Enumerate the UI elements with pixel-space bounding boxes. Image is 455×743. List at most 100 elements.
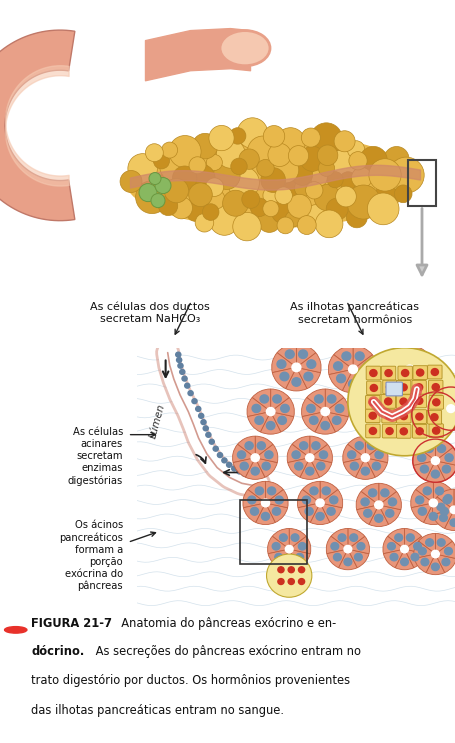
Circle shape [374, 514, 382, 522]
Circle shape [356, 542, 364, 550]
Wedge shape [432, 503, 455, 522]
FancyBboxPatch shape [411, 380, 425, 394]
Circle shape [369, 369, 376, 377]
Wedge shape [424, 415, 445, 437]
Wedge shape [298, 503, 319, 522]
Circle shape [255, 487, 263, 495]
Circle shape [244, 442, 253, 450]
Circle shape [354, 442, 363, 450]
Circle shape [274, 496, 283, 504]
FancyBboxPatch shape [428, 395, 443, 409]
Circle shape [333, 554, 340, 561]
Circle shape [388, 157, 423, 193]
Circle shape [186, 201, 205, 221]
Circle shape [384, 398, 391, 405]
Wedge shape [232, 444, 255, 463]
Circle shape [370, 398, 379, 406]
Circle shape [365, 419, 374, 427]
Circle shape [377, 410, 385, 418]
Wedge shape [355, 491, 378, 510]
FancyBboxPatch shape [427, 365, 441, 379]
Wedge shape [296, 367, 320, 389]
Circle shape [240, 462, 248, 470]
Circle shape [351, 167, 371, 188]
Wedge shape [270, 412, 293, 432]
Circle shape [401, 369, 408, 377]
Wedge shape [343, 458, 364, 477]
Circle shape [303, 372, 312, 380]
Circle shape [262, 462, 270, 470]
Wedge shape [288, 549, 309, 568]
Wedge shape [435, 554, 455, 573]
Circle shape [222, 190, 248, 216]
Circle shape [411, 352, 420, 360]
Text: Anatomia do pâncreas exócrino e en-: Anatomia do pâncreas exócrino e en- [114, 617, 335, 630]
Circle shape [436, 503, 444, 510]
Circle shape [279, 372, 288, 380]
Wedge shape [287, 458, 309, 477]
Wedge shape [411, 415, 435, 435]
Circle shape [444, 548, 451, 555]
Wedge shape [309, 436, 327, 458]
Circle shape [311, 442, 319, 450]
Circle shape [285, 558, 293, 565]
Circle shape [238, 149, 259, 169]
Text: As ilhotas pancreáticas
secretam hormônios: As ilhotas pancreáticas secretam hormôni… [290, 302, 419, 325]
Circle shape [187, 164, 215, 192]
Wedge shape [440, 409, 455, 430]
Wedge shape [394, 549, 413, 570]
Circle shape [212, 163, 240, 189]
Wedge shape [381, 392, 399, 415]
Wedge shape [435, 439, 452, 461]
Circle shape [334, 131, 354, 152]
Circle shape [415, 428, 422, 435]
Text: das ilhotas pancreáticas entram no sangue.: das ilhotas pancreáticas entram no sangu… [31, 704, 284, 717]
Circle shape [250, 507, 258, 515]
Wedge shape [409, 354, 434, 374]
Circle shape [227, 166, 259, 198]
Circle shape [338, 534, 345, 542]
Circle shape [360, 498, 369, 506]
Wedge shape [435, 541, 455, 559]
FancyBboxPatch shape [365, 409, 379, 423]
Circle shape [399, 384, 406, 391]
Circle shape [430, 414, 437, 421]
Wedge shape [314, 412, 335, 434]
Wedge shape [309, 444, 332, 463]
Circle shape [369, 412, 375, 419]
Wedge shape [364, 444, 387, 463]
Circle shape [399, 412, 406, 420]
Wedge shape [292, 436, 309, 458]
Wedge shape [324, 412, 348, 432]
Wedge shape [412, 461, 435, 480]
Wedge shape [247, 481, 265, 503]
Wedge shape [302, 481, 319, 503]
Circle shape [192, 134, 217, 159]
Wedge shape [435, 400, 455, 420]
Circle shape [248, 473, 253, 478]
FancyBboxPatch shape [428, 424, 442, 438]
FancyBboxPatch shape [385, 382, 402, 396]
Circle shape [368, 489, 376, 497]
Wedge shape [306, 389, 324, 412]
Text: trato digestório por ductos. Os hormônios provenientes: trato digestório por ductos. Os hormônio… [31, 674, 350, 687]
Circle shape [441, 465, 450, 473]
Circle shape [369, 385, 377, 392]
Wedge shape [237, 436, 255, 458]
Circle shape [430, 470, 439, 478]
Circle shape [368, 159, 400, 191]
Circle shape [392, 374, 401, 383]
Circle shape [177, 363, 182, 369]
Circle shape [375, 182, 397, 204]
Circle shape [188, 183, 212, 207]
Circle shape [310, 123, 342, 155]
Circle shape [415, 384, 422, 391]
Wedge shape [270, 398, 293, 417]
Circle shape [285, 350, 293, 358]
Circle shape [272, 395, 281, 403]
Circle shape [418, 548, 425, 555]
Circle shape [320, 421, 329, 429]
Circle shape [208, 126, 233, 151]
Circle shape [277, 567, 283, 573]
Wedge shape [265, 503, 287, 522]
